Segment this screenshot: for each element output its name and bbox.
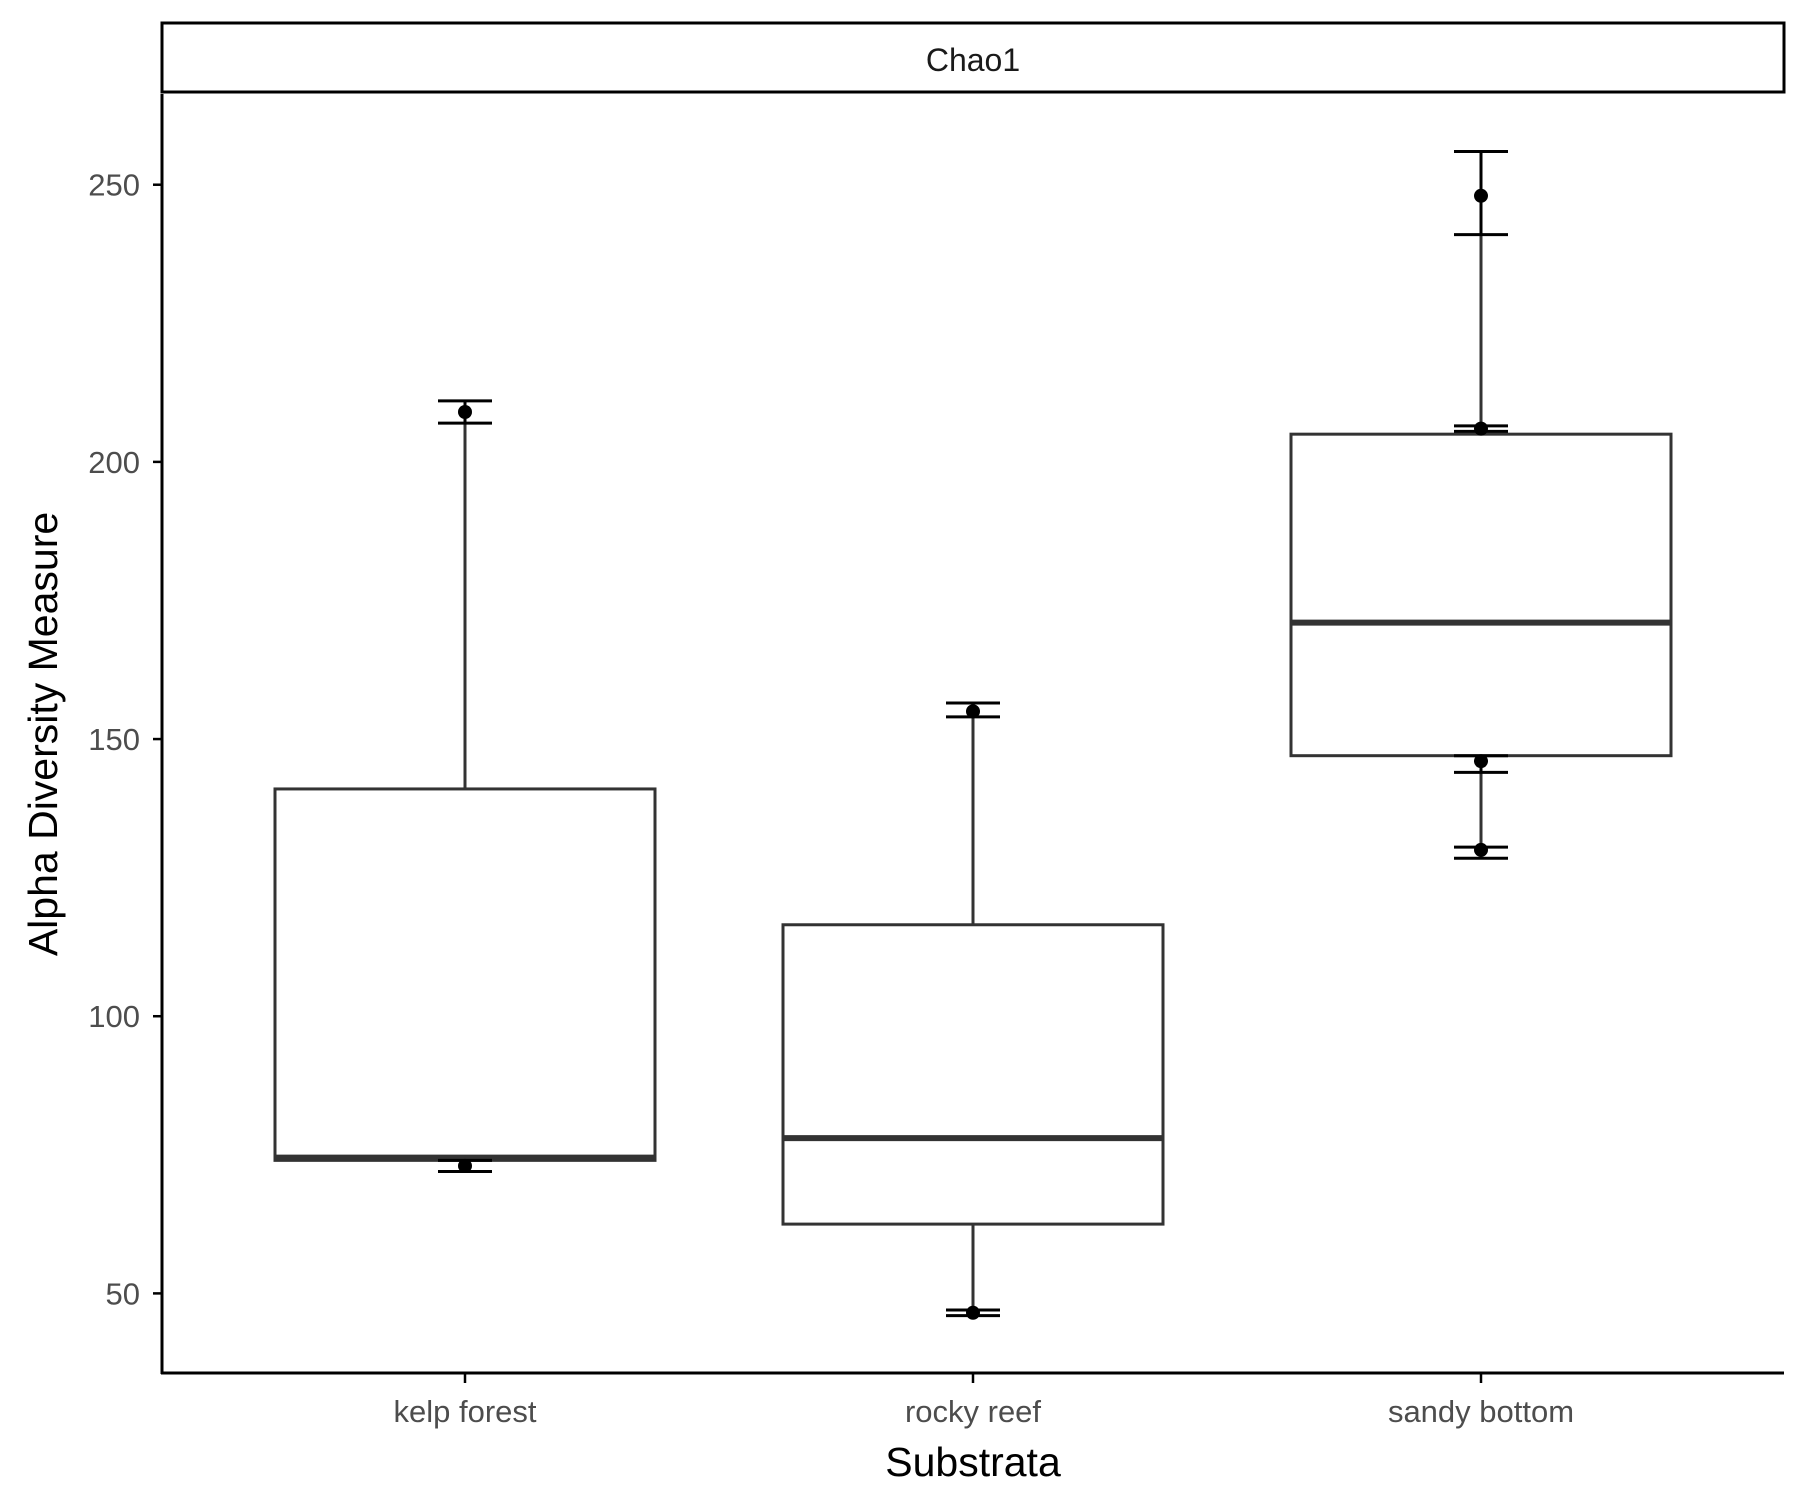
data-point	[1474, 842, 1488, 857]
point-series	[438, 149, 1508, 1320]
data-point	[1474, 188, 1488, 203]
x-axis-ticks: kelp forest rocky reef sandy bottom	[393, 1374, 1574, 1429]
y-tick-label: 50	[106, 1276, 140, 1311]
data-point-group	[1454, 149, 1508, 237]
y-tick-label: 250	[88, 168, 140, 203]
y-tick-label: 150	[88, 722, 140, 757]
data-point	[458, 1158, 472, 1173]
facet-strip-label: Chao1	[926, 42, 1020, 78]
facet-strip: Chao1	[160, 21, 1786, 94]
box-group	[781, 711, 1165, 1313]
data-point	[966, 704, 980, 719]
box-group	[1289, 195, 1673, 850]
y-tick-label: 200	[88, 445, 140, 480]
x-axis-title: Substrata	[885, 1439, 1061, 1485]
data-point-group	[946, 701, 1000, 719]
data-point	[458, 404, 472, 419]
box-rect	[273, 787, 657, 1162]
x-tick-label: sandy bottom	[1388, 1394, 1574, 1429]
box-group	[273, 411, 657, 1162]
data-point-group	[438, 399, 492, 425]
data-point-group	[438, 1158, 492, 1173]
x-tick-label: rocky reef	[905, 1394, 1041, 1429]
y-tick-label: 100	[88, 999, 140, 1034]
data-point	[1474, 754, 1488, 769]
data-point-group	[1454, 754, 1508, 774]
data-point	[1474, 421, 1488, 436]
y-axis-title: Alpha Diversity Measure	[20, 512, 66, 956]
data-point-group	[946, 1305, 1000, 1320]
y-axis-ticks: 50 100 150 200 250	[88, 168, 162, 1311]
box-series	[273, 195, 1673, 1313]
box-rect	[1289, 432, 1673, 758]
data-point-group	[1454, 842, 1508, 860]
facet-strip-box	[160, 21, 1786, 94]
data-point-group	[1454, 421, 1508, 436]
box-rect	[781, 923, 1165, 1226]
x-tick-label: kelp forest	[393, 1394, 536, 1429]
data-point	[966, 1305, 980, 1320]
